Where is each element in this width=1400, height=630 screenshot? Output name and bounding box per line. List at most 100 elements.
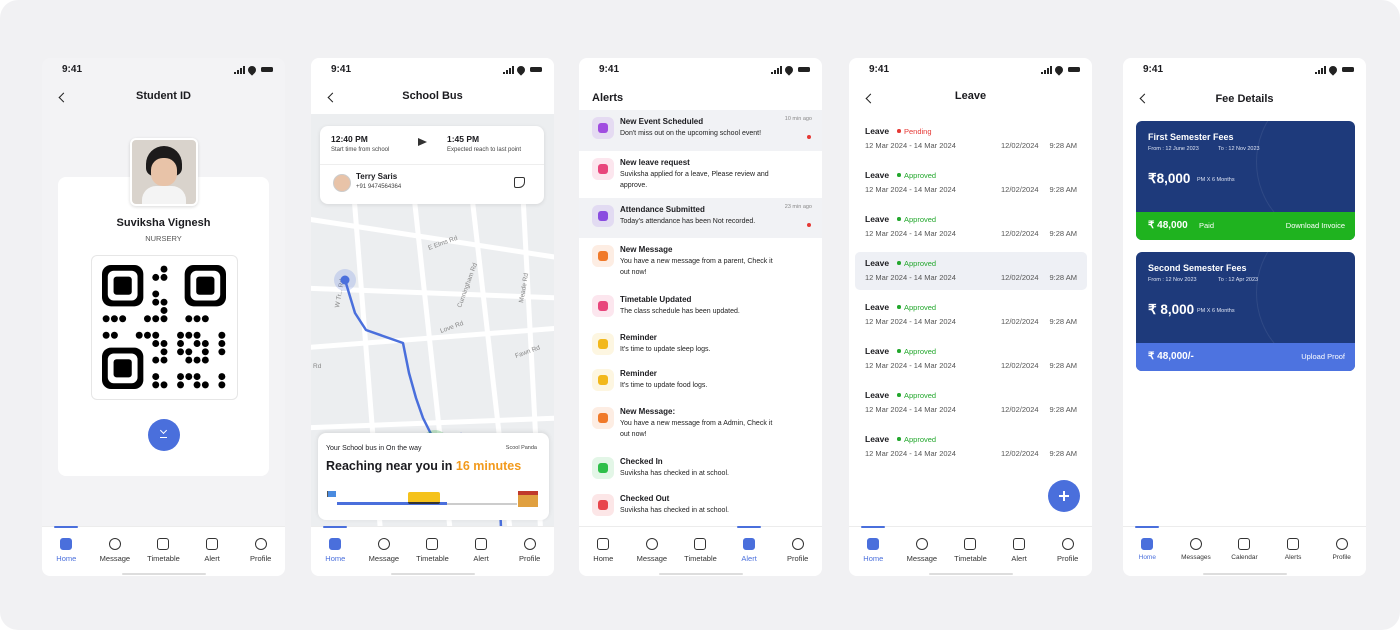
wifi-icon: [783, 64, 795, 76]
tab-label: Alert: [204, 554, 220, 563]
tab-item[interactable]: Timetable: [946, 527, 995, 576]
tab-item[interactable]: Home: [849, 526, 898, 576]
signal-bar: [1050, 66, 1052, 74]
alert-item[interactable]: Checked In Suviksha has checked in at sch…: [579, 450, 822, 487]
tab-item[interactable]: Alert: [457, 527, 506, 576]
tab-item[interactable]: Profile: [1043, 527, 1092, 576]
tab-item[interactable]: Alerts: [1269, 527, 1318, 576]
call-button[interactable]: [514, 177, 525, 188]
tab-item[interactable]: Alert: [995, 527, 1044, 576]
qr-dot: [193, 315, 201, 323]
tab-item[interactable]: Message: [360, 527, 409, 576]
driver-name: Terry Saris: [356, 172, 398, 181]
tab-item[interactable]: Alert: [188, 527, 237, 576]
leave-dates: 12 Mar 2024 - 14 Mar 2024: [865, 449, 956, 458]
alert-time: 23 min ago: [784, 204, 812, 210]
tab-item[interactable]: Home: [42, 526, 91, 576]
tab-item[interactable]: Profile: [505, 527, 554, 576]
alert-item[interactable]: New Message You have a new message from a…: [579, 238, 822, 288]
tab-item[interactable]: Message: [898, 527, 947, 576]
leave-item[interactable]: Leave Approved 12 Mar 2024 - 14 Mar 2024 12…: [855, 208, 1087, 246]
alert-message: It's time to update sleep logs.: [620, 346, 711, 353]
tab-label: Message: [636, 554, 668, 563]
alert-item[interactable]: Reminder It's time to update sleep logs.: [579, 326, 822, 362]
leave-label: Leave: [865, 258, 890, 268]
alert-item[interactable]: Checked Out Suviksha has checked in at sc…: [579, 487, 822, 524]
tab-item[interactable]: Alert: [725, 526, 774, 576]
tab-item[interactable]: Message: [91, 527, 140, 576]
fee-action[interactable]: Download Invoice: [1285, 221, 1345, 230]
tab-label: Alert: [473, 554, 489, 563]
leave-label: Leave: [865, 214, 890, 224]
qr-dot: [177, 331, 185, 339]
qr-dot: [193, 373, 201, 381]
applied-date: 12/02/2024: [1001, 229, 1039, 238]
tab-icon: [377, 538, 390, 550]
qr-dot: [160, 298, 168, 306]
applied-time: 9:28 AM: [1049, 141, 1077, 150]
qr-dot: [102, 315, 110, 323]
leave-item[interactable]: Leave Approved 12 Mar 2024 - 14 Mar 2024 12…: [855, 164, 1087, 202]
tab-item[interactable]: Message: [628, 527, 677, 576]
tab-item[interactable]: Profile: [1317, 527, 1366, 576]
tab-icon: [791, 538, 804, 550]
leave-item[interactable]: Leave Approved 12 Mar 2024 - 14 Mar 2024 12…: [855, 340, 1087, 378]
tab-item[interactable]: Timetable: [408, 527, 457, 576]
tab-icon: [157, 538, 170, 550]
leave-item[interactable]: Leave Approved 12 Mar 2024 - 14 Mar 2024 12…: [855, 428, 1087, 466]
qr-dot: [201, 348, 209, 356]
tab-item[interactable]: Home: [1123, 526, 1172, 576]
tab-icon: [964, 538, 977, 550]
tab-item[interactable]: Timetable: [676, 527, 725, 576]
alert-item[interactable]: New leave request Suviksha applied for a …: [579, 151, 822, 198]
qr-dot: [218, 348, 226, 356]
tab-label: Message: [368, 554, 400, 563]
alert-title: Timetable Updated: [620, 295, 692, 304]
status-time: 9:41: [1143, 64, 1164, 75]
applied-date: 12/02/2024: [1001, 141, 1039, 150]
alert-item[interactable]: Attendance Submitted Today's attendance h…: [579, 198, 822, 238]
tab-item[interactable]: Home: [311, 526, 360, 576]
tab-item[interactable]: Messages: [1172, 527, 1221, 576]
tab-icon: [867, 538, 880, 550]
wifi-icon: [246, 64, 258, 76]
tab-indicator: [323, 526, 348, 528]
depart-label: Start time from school: [331, 147, 390, 153]
tab-item[interactable]: Profile: [773, 527, 822, 576]
alert-item[interactable]: New Message: You have a new message from …: [579, 400, 822, 450]
signal-bar: [240, 68, 242, 74]
alert-icon: [592, 457, 614, 479]
wifi-icon: [1053, 64, 1065, 76]
signal-bar: [506, 70, 508, 74]
qr-dot: [152, 373, 160, 381]
qr-dot: [160, 315, 168, 323]
download-button[interactable]: [148, 419, 180, 451]
alert-item[interactable]: Reminder It's time to update food logs.: [579, 362, 822, 400]
leave-item[interactable]: Leave Approved 12 Mar 2024 - 14 Mar 2024 12…: [855, 384, 1087, 422]
leave-item[interactable]: Leave Pending 12 Mar 2024 - 14 Mar 2024 12/…: [855, 120, 1087, 158]
leave-status: Pending: [904, 127, 932, 136]
qr-dot: [177, 381, 185, 389]
driver-avatar: [333, 174, 351, 192]
signal-bar: [512, 66, 514, 74]
tab-item[interactable]: Timetable: [139, 527, 188, 576]
add-button[interactable]: [1048, 480, 1080, 512]
alert-item[interactable]: New Event Scheduled Don't miss out on the…: [579, 110, 822, 151]
applied-date: 12/02/2024: [1001, 273, 1039, 282]
leave-item[interactable]: Leave Approved 12 Mar 2024 - 14 Mar 2024 12…: [855, 252, 1087, 290]
map-label: Fawn Rd: [514, 344, 541, 360]
student-photo: [130, 138, 198, 206]
tab-item[interactable]: Profile: [236, 527, 285, 576]
map-label: Love Rd: [439, 320, 465, 335]
tab-icon: [743, 538, 756, 550]
eta-prefix: Reaching near you in: [326, 459, 453, 473]
alert-message: Suviksha has checked in at school.: [620, 470, 729, 477]
applied-date: 12/02/2024: [1001, 405, 1039, 414]
alert-item[interactable]: Timetable Updated The class schedule has …: [579, 288, 822, 326]
leave-item[interactable]: Leave Approved 12 Mar 2024 - 14 Mar 2024 12…: [855, 296, 1087, 334]
fee-footer: ₹ 48,000/- Upload Proof: [1136, 343, 1355, 371]
fee-action[interactable]: Upload Proof: [1301, 352, 1345, 361]
tab-item[interactable]: Calendar: [1220, 527, 1269, 576]
battery-icon: [530, 67, 542, 72]
tab-item[interactable]: Home: [579, 527, 628, 576]
